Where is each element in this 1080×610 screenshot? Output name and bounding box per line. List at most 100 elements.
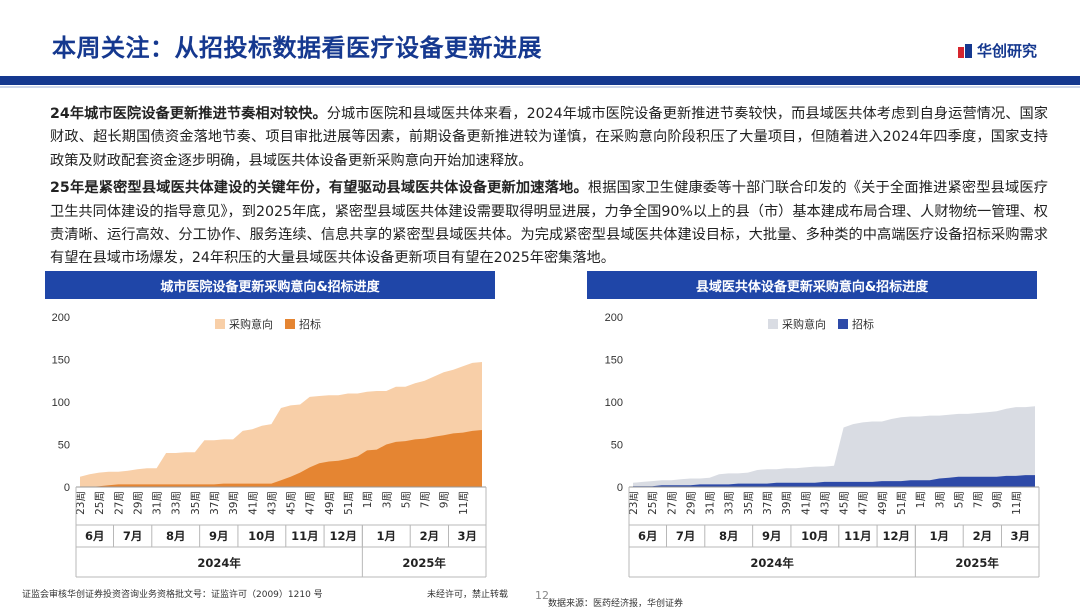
month-label: 11月 bbox=[844, 529, 872, 543]
y-tick-label: 0 bbox=[617, 482, 623, 494]
series-tender-area bbox=[80, 430, 482, 487]
x-tick-label: 1周 bbox=[362, 491, 374, 508]
x-tick-label: 49周 bbox=[877, 491, 889, 515]
body-text: 24年城市医院设备更新推进节奏相对较快。分城市医院和县域医共体来看，2024年城… bbox=[50, 103, 1048, 275]
legend-intent-swatch bbox=[768, 319, 778, 329]
y-tick-label: 100 bbox=[605, 397, 623, 409]
x-tick-label: 29周 bbox=[132, 491, 144, 515]
header-divider-thin bbox=[0, 86, 1080, 88]
x-tick-label: 45周 bbox=[286, 491, 298, 515]
x-tick-label: 3周 bbox=[934, 491, 946, 508]
logo-text: 华创研究 bbox=[977, 42, 1038, 60]
year-label: 2025年 bbox=[402, 556, 446, 570]
y-tick-label: 50 bbox=[611, 440, 623, 452]
x-tick-label: 9周 bbox=[992, 491, 1004, 508]
month-label: 12月 bbox=[882, 529, 910, 543]
paragraph-2-lead: 25年是紧密型县域医共体建设的关键年份，有望驱动县域医共体设备更新加速落地。 bbox=[50, 180, 588, 197]
legend-tender-label: 招标 bbox=[852, 317, 874, 331]
x-tick-label: 43周 bbox=[819, 491, 831, 515]
x-tick-label: 43周 bbox=[266, 491, 278, 515]
month-label: 7月 bbox=[676, 529, 696, 543]
month-label: 2月 bbox=[420, 529, 440, 543]
x-tick-label: 33周 bbox=[171, 491, 183, 515]
legend-tender-swatch bbox=[285, 319, 295, 329]
x-tick-label: 39周 bbox=[228, 491, 240, 515]
month-label: 10月 bbox=[801, 529, 829, 543]
reprint-notice: 未经许可，禁止转载 bbox=[427, 590, 509, 600]
x-tick-label: 11周 bbox=[1011, 491, 1023, 515]
x-tick-label: 51周 bbox=[896, 491, 908, 515]
legend-intent-swatch bbox=[215, 319, 225, 329]
month-label: 6月 bbox=[638, 529, 658, 543]
x-tick-label: 39周 bbox=[781, 491, 793, 515]
y-tick-label: 0 bbox=[64, 482, 70, 494]
x-tick-label: 27周 bbox=[666, 491, 678, 515]
chart-1-title: 城市医院设备更新采购意向&招标进度 bbox=[45, 271, 495, 299]
x-tick-label: 47周 bbox=[858, 491, 870, 515]
header-divider bbox=[0, 76, 1080, 85]
month-label: 3月 bbox=[457, 529, 477, 543]
y-tick-label: 50 bbox=[58, 440, 70, 452]
month-label: 7月 bbox=[123, 529, 143, 543]
month-label: 1月 bbox=[377, 529, 397, 543]
month-label: 9月 bbox=[209, 529, 229, 543]
month-label: 2月 bbox=[973, 529, 993, 543]
month-label: 3月 bbox=[1010, 529, 1030, 543]
series-intent-area bbox=[633, 406, 1035, 487]
chart-2-title: 县域医共体设备更新采购意向&招标进度 bbox=[587, 271, 1037, 299]
x-tick-label: 31周 bbox=[152, 491, 164, 515]
paragraph-1-lead: 24年城市医院设备更新推进节奏相对较快。 bbox=[50, 106, 327, 122]
x-tick-label: 29周 bbox=[685, 491, 697, 515]
x-tick-label: 5周 bbox=[953, 491, 965, 508]
legend-tender-label: 招标 bbox=[299, 317, 321, 331]
x-tick-label: 27周 bbox=[113, 491, 125, 515]
x-tick-label: 33周 bbox=[724, 491, 736, 515]
paragraph-1-text: 分城市医院和县域医共体来看，2024年城市医院设备更新推进节奏较快，而县域医共体… bbox=[50, 106, 1048, 169]
month-label: 9月 bbox=[762, 529, 782, 543]
month-label: 8月 bbox=[166, 529, 186, 543]
logo-mark-icon bbox=[958, 43, 972, 58]
paragraph-1: 24年城市医院设备更新推进节奏相对较快。分城市医院和县域医共体来看，2024年城… bbox=[50, 103, 1048, 173]
y-tick-label: 100 bbox=[52, 397, 70, 409]
county-chart: 0 50 100 150 200 采购意向 招标 23周 25周 27周 29周 31周 33周 35周 3… bbox=[605, 312, 1040, 578]
legend-intent-label: 采购意向 bbox=[229, 317, 273, 331]
x-tick-label: 9周 bbox=[439, 491, 451, 508]
x-tick-label: 47周 bbox=[305, 491, 317, 515]
y-tick-label: 150 bbox=[52, 355, 70, 367]
month-label: 10月 bbox=[248, 529, 276, 543]
x-tick-label: 49周 bbox=[324, 491, 336, 515]
page-title: 本周关注：从招投标数据看医疗设备更新进展 bbox=[52, 34, 542, 62]
series-tender-area bbox=[633, 475, 1035, 487]
license-footnote: 证监会审核华创证券投资咨询业务资格批文号：证监许可（2009）1210 号 bbox=[22, 590, 323, 600]
x-tick-label: 3周 bbox=[381, 491, 393, 508]
x-tick-label: 1周 bbox=[915, 491, 927, 508]
x-tick-label: 37周 bbox=[762, 491, 774, 515]
x-tick-label: 25周 bbox=[94, 491, 106, 515]
x-tick-label: 41周 bbox=[247, 491, 259, 515]
legend-tender-swatch bbox=[838, 319, 848, 329]
x-tick-label: 23周 bbox=[628, 491, 640, 515]
y-tick-label: 200 bbox=[605, 312, 623, 324]
city-hospital-chart: 0 50 100 150 200 采购意向 招标 23周 25周 27周 29周 31周 33周 35周 3… bbox=[52, 312, 487, 578]
x-tick-label: 35周 bbox=[743, 491, 755, 515]
page-number: 12 bbox=[535, 589, 549, 602]
y-tick-label: 200 bbox=[52, 312, 70, 324]
x-tick-label: 45周 bbox=[839, 491, 851, 515]
month-label: 1月 bbox=[930, 529, 950, 543]
x-tick-label: 5周 bbox=[400, 491, 412, 508]
x-tick-label: 23周 bbox=[75, 491, 87, 515]
x-tick-label: 7周 bbox=[973, 491, 985, 508]
x-tick-label: 31周 bbox=[705, 491, 717, 515]
year-label: 2025年 bbox=[955, 556, 999, 570]
x-tick-label: 51周 bbox=[343, 491, 355, 515]
paragraph-2: 25年是紧密型县域医共体建设的关键年份，有望驱动县域医共体设备更新加速落地。根据… bbox=[50, 177, 1048, 271]
year-label: 2024年 bbox=[197, 556, 241, 570]
year-label: 2024年 bbox=[750, 556, 794, 570]
x-tick-label: 11周 bbox=[458, 491, 470, 515]
x-tick-label: 35周 bbox=[190, 491, 202, 515]
month-label: 6月 bbox=[85, 529, 105, 543]
y-tick-label: 150 bbox=[605, 355, 623, 367]
x-tick-label: 37周 bbox=[209, 491, 221, 515]
x-tick-label: 7周 bbox=[420, 491, 432, 508]
legend-intent-label: 采购意向 bbox=[782, 317, 826, 331]
